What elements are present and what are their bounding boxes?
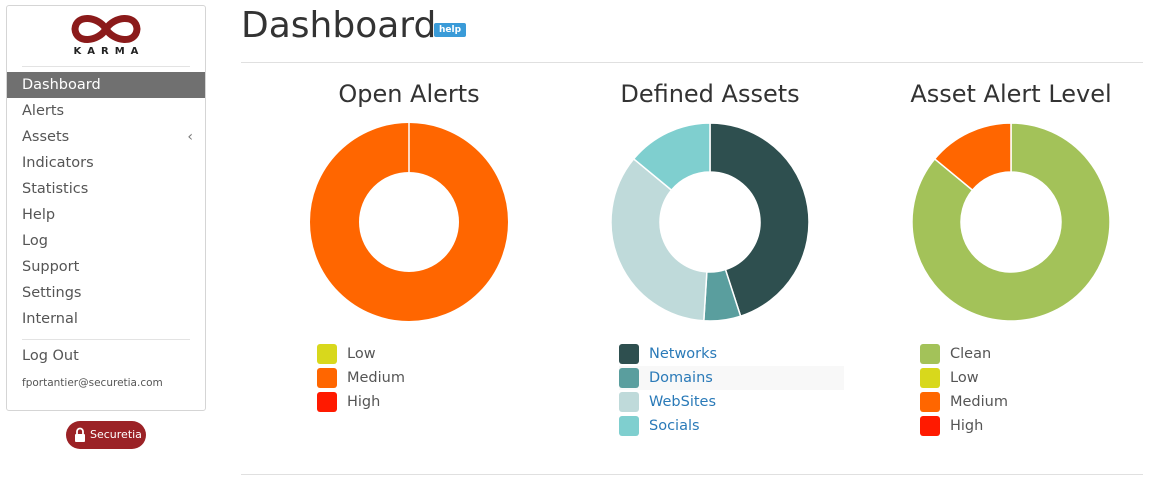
clean-slice[interactable] bbox=[912, 123, 1110, 321]
sidebar-item-indicators[interactable]: Indicators bbox=[7, 150, 205, 176]
sidebar-item-internal[interactable]: Internal bbox=[7, 306, 205, 332]
open-alerts-panel: Open Alerts Low Medium High bbox=[259, 78, 559, 412]
legend-item-socials[interactable]: Socials bbox=[619, 414, 844, 438]
sidebar-nav: Dashboard Alerts Assets ‹ Indicators Stat… bbox=[7, 72, 205, 332]
websites-slice[interactable] bbox=[611, 157, 708, 321]
sidebar-item-label: Settings bbox=[22, 285, 82, 301]
legend-item-high: High bbox=[920, 414, 1008, 438]
legend-swatch bbox=[619, 416, 639, 436]
lock-icon bbox=[75, 427, 85, 442]
sidebar-item-assets[interactable]: Assets ‹ bbox=[7, 124, 205, 150]
chevron-left-icon: ‹ bbox=[187, 129, 193, 145]
legend-label: Networks bbox=[649, 346, 718, 362]
defined-assets-legend: Networks Domains WebSites Socials bbox=[619, 342, 844, 438]
legend-item-medium: Medium bbox=[920, 390, 1008, 414]
legend-label: High bbox=[347, 394, 381, 410]
legend-label: Socials bbox=[649, 418, 700, 434]
help-button[interactable]: help bbox=[434, 23, 467, 37]
user-email: fportantier@securetia.com bbox=[22, 377, 163, 389]
page-title: Dashboard bbox=[241, 5, 437, 46]
karma-logo[interactable]: KARMA bbox=[7, 6, 205, 66]
sidebar-item-label: Assets bbox=[22, 129, 70, 145]
legend-swatch bbox=[317, 344, 337, 364]
legend-item-domains[interactable]: Domains bbox=[619, 366, 844, 390]
legend-item-high: High bbox=[317, 390, 405, 414]
nav-divider bbox=[22, 339, 190, 340]
sidebar-item-alerts[interactable]: Alerts bbox=[7, 98, 205, 124]
open-alerts-legend: Low Medium High bbox=[317, 342, 405, 414]
sidebar: KARMA Dashboard Alerts Assets ‹ Indicator… bbox=[6, 5, 206, 411]
sidebar-item-label: Alerts bbox=[22, 103, 65, 119]
asset-alert-level-panel: Asset Alert Level Clean Low Medium High bbox=[861, 78, 1151, 436]
sidebar-item-label: Internal bbox=[22, 311, 78, 327]
infinity-logo-icon bbox=[71, 15, 141, 43]
legend-label: Low bbox=[950, 370, 979, 386]
sidebar-item-label: Help bbox=[22, 207, 56, 223]
logo-text: KARMA bbox=[73, 46, 145, 57]
sidebar-item-label: Dashboard bbox=[22, 77, 101, 93]
legend-swatch bbox=[920, 344, 940, 364]
open-alerts-donut[interactable] bbox=[310, 123, 508, 321]
brand-name: Securetia bbox=[90, 428, 142, 441]
logo-divider bbox=[22, 66, 190, 67]
asset-alert-level-donut[interactable] bbox=[912, 123, 1110, 321]
logout-link[interactable]: Log Out bbox=[22, 348, 79, 364]
legend-item-websites[interactable]: WebSites bbox=[619, 390, 844, 414]
sidebar-item-dashboard[interactable]: Dashboard bbox=[7, 72, 205, 98]
legend-label: High bbox=[950, 418, 984, 434]
sidebar-item-settings[interactable]: Settings bbox=[7, 280, 205, 306]
footer-divider bbox=[241, 474, 1143, 475]
legend-swatch bbox=[619, 344, 639, 364]
defined-assets-donut[interactable] bbox=[611, 123, 809, 321]
medium-slice[interactable] bbox=[933, 123, 1012, 192]
legend-label: Medium bbox=[347, 370, 405, 386]
sidebar-item-help[interactable]: Help bbox=[7, 202, 205, 228]
legend-label: Domains bbox=[649, 370, 713, 386]
legend-swatch bbox=[920, 416, 940, 436]
sidebar-item-label: Support bbox=[22, 259, 80, 275]
legend-item-low: Low bbox=[317, 342, 405, 366]
legend-label: Low bbox=[347, 346, 376, 362]
chart-title: Open Alerts bbox=[338, 80, 480, 108]
legend-swatch bbox=[920, 368, 940, 388]
sidebar-item-label: Log bbox=[22, 233, 48, 249]
legend-item-medium: Medium bbox=[317, 366, 405, 390]
legend-swatch bbox=[619, 368, 639, 388]
legend-item-networks[interactable]: Networks bbox=[619, 342, 844, 366]
sidebar-item-log[interactable]: Log bbox=[7, 228, 205, 254]
legend-swatch bbox=[920, 392, 940, 412]
legend-item-clean: Clean bbox=[920, 342, 1008, 366]
legend-item-low: Low bbox=[920, 366, 1008, 390]
chart-title: Defined Assets bbox=[620, 80, 800, 108]
securetia-badge[interactable]: Securetia bbox=[66, 421, 146, 449]
sidebar-item-label: Indicators bbox=[22, 155, 94, 171]
legend-swatch bbox=[619, 392, 639, 412]
asset-alert-level-legend: Clean Low Medium High bbox=[920, 342, 1008, 438]
defined-assets-panel: Defined Assets Networks Domains WebSites So… bbox=[560, 78, 860, 436]
legend-label: WebSites bbox=[649, 394, 717, 410]
legend-label: Medium bbox=[950, 394, 1008, 410]
sidebar-item-support[interactable]: Support bbox=[7, 254, 205, 280]
legend-swatch bbox=[317, 368, 337, 388]
chart-title: Asset Alert Level bbox=[910, 80, 1112, 108]
legend-label: Clean bbox=[950, 346, 992, 362]
sidebar-item-statistics[interactable]: Statistics bbox=[7, 176, 205, 202]
legend-swatch bbox=[317, 392, 337, 412]
socials-slice[interactable] bbox=[632, 123, 711, 192]
networks-slice[interactable] bbox=[709, 123, 809, 318]
sidebar-item-label: Statistics bbox=[22, 181, 89, 197]
header-divider bbox=[241, 62, 1143, 63]
